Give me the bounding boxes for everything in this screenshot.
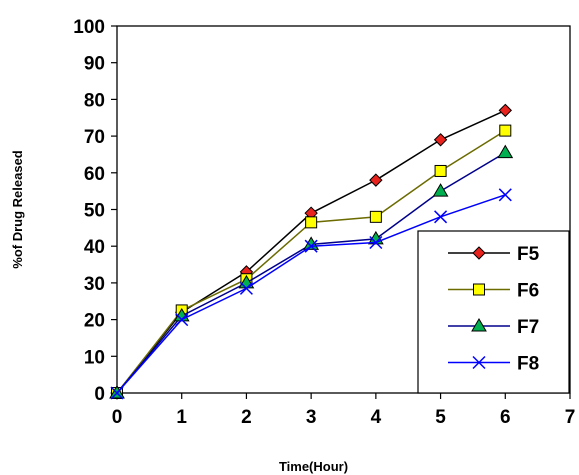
data-point-f5 <box>433 133 448 147</box>
data-point-f6 <box>305 216 318 229</box>
series-f8 <box>110 188 512 400</box>
data-point-f6 <box>499 124 512 137</box>
y-tick-label: 70 <box>84 127 105 148</box>
legend-marker-f7 <box>471 318 487 332</box>
y-tick-label: 50 <box>84 201 105 222</box>
legend-label: F5 <box>517 244 540 265</box>
y-tick-label: 90 <box>84 54 105 75</box>
x-tick-label: 1 <box>176 407 187 428</box>
data-point-f8 <box>304 239 318 253</box>
legend-label: F6 <box>517 281 539 302</box>
data-point-f5 <box>369 173 383 187</box>
y-axis-title: %of Drug Released <box>10 150 25 269</box>
legend-box <box>417 230 570 394</box>
x-axis-title: Time(Hour) <box>279 459 348 474</box>
y-tick-label: 100 <box>73 17 105 38</box>
y-tick-label: 20 <box>84 311 105 332</box>
data-point-f8 <box>175 313 189 327</box>
x-tick-label: 7 <box>565 407 576 428</box>
legend-item-f8: F8 <box>448 354 539 375</box>
data-point-f8 <box>239 281 253 295</box>
x-tick-label: 3 <box>306 407 317 428</box>
legend-marker-f8 <box>472 355 486 370</box>
legend-label: F7 <box>517 317 539 338</box>
x-tick-label: 6 <box>500 407 511 428</box>
data-point-f7 <box>497 144 514 159</box>
data-point-f8 <box>498 188 512 202</box>
data-point-f8 <box>434 210 448 224</box>
y-tick-label: 60 <box>84 164 105 185</box>
data-point-f6 <box>369 210 382 223</box>
legend-marker-f6 <box>473 283 485 296</box>
y-tick-label: 0 <box>94 384 105 405</box>
legend-item-f7: F7 <box>448 317 539 338</box>
y-tick-label: 10 <box>84 347 105 368</box>
data-point-f7 <box>432 183 449 197</box>
y-tick-label: 40 <box>84 237 105 258</box>
x-tick-label: 4 <box>371 407 382 428</box>
data-point-f8 <box>369 235 383 250</box>
x-tick-label: 2 <box>241 407 252 428</box>
y-tick-label: 30 <box>84 274 105 295</box>
x-tick-label: 5 <box>435 407 446 428</box>
data-point-f8 <box>110 386 124 400</box>
series-layer <box>109 103 514 400</box>
legend-marker-f5 <box>472 246 486 260</box>
x-tick-label: 0 <box>112 407 123 428</box>
tick-labels: 0 10 20 30 40 50 60 70 80 90 100 0 1 2 3 4 5 6 7 <box>73 17 575 428</box>
y-tick-label: 80 <box>84 90 105 111</box>
legend-label: F8 <box>517 354 539 375</box>
legend-item-f5: F5 <box>448 244 540 265</box>
data-point-f6 <box>434 164 447 177</box>
legend: F5 F6 F7 F8 <box>417 230 570 394</box>
legend-item-f6: F6 <box>448 281 539 302</box>
data-point-f5 <box>498 103 512 118</box>
